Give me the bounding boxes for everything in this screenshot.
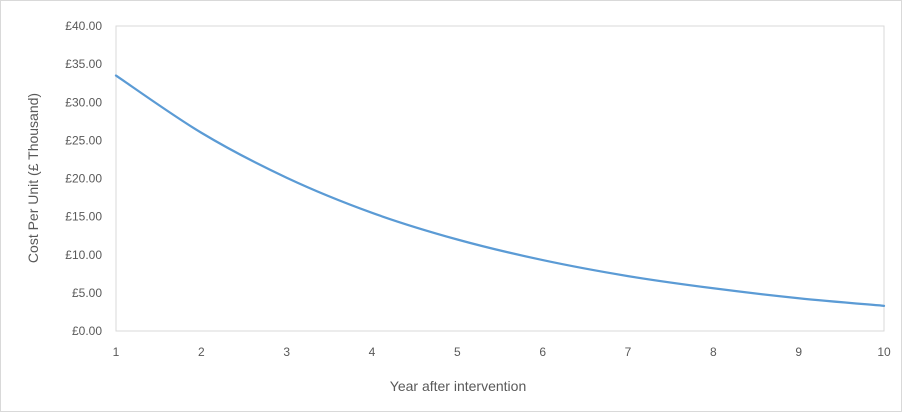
x-tick-label: 9 [795,345,802,359]
y-tick-label: £20.00 [65,172,102,186]
x-tick-label: 6 [539,345,546,359]
x-tick-label: 10 [877,345,891,359]
y-tick-label: £0.00 [72,324,102,338]
y-axis-title: Cost Per Unit (£ Thousand) [25,93,41,263]
y-tick-label: £40.00 [65,19,102,33]
x-tick-label: 8 [710,345,717,359]
y-tick-label: £10.00 [65,248,102,262]
y-tick-label: £35.00 [65,57,102,71]
x-tick-label: 4 [369,345,376,359]
y-tick-label: £15.00 [65,210,102,224]
plot-area [115,25,885,332]
x-axis-ticks: 1 2 3 4 5 6 7 8 9 10 [113,345,891,359]
x-tick-label: 7 [625,345,632,359]
x-tick-label: 1 [113,345,120,359]
x-tick-label: 3 [283,345,290,359]
y-axis-ticks: £0.00 £5.00 £10.00 £15.00 £20.00 £25.00 £30.00… [65,19,102,338]
series-layer [114,74,886,307]
x-tick-label: 5 [454,345,461,359]
y-tick-label: £25.00 [65,133,102,147]
series-line [114,74,886,307]
x-axis-title: Year after intervention [390,378,526,394]
y-tick-label: £5.00 [72,286,102,300]
y-tick-label: £30.00 [65,95,102,109]
x-tick-label: 2 [198,345,205,359]
